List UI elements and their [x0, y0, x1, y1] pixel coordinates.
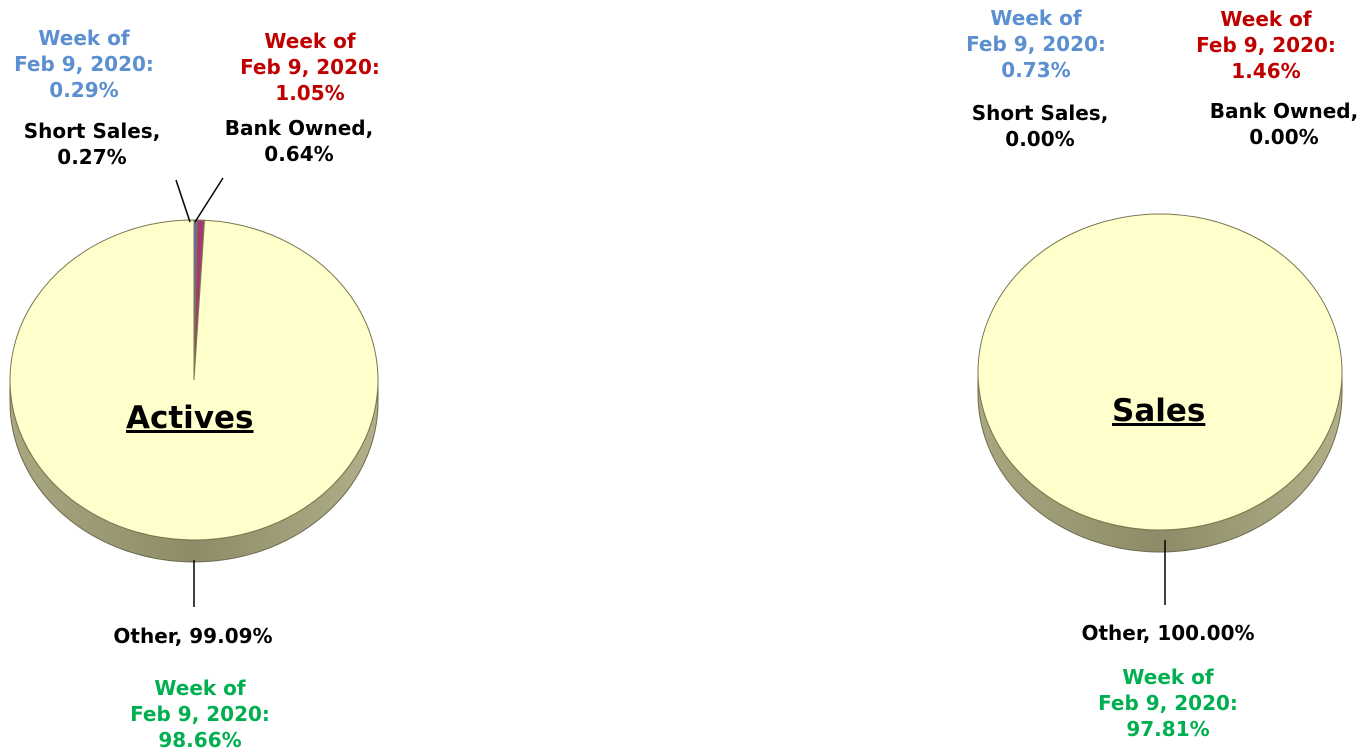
actives-short-sales-comparison: Week of Feb 9, 2020: 0.29% — [14, 26, 154, 102]
actives-title: Actives — [126, 400, 254, 436]
sales-other-label: Other, 100.00% — [1081, 621, 1255, 645]
sales-short-sales-label: Short Sales, 0.00% — [971, 101, 1109, 151]
sales-bank-owned-comparison: Week of Feb 9, 2020: 1.46% — [1196, 7, 1336, 83]
leader-lines — [175, 177, 1166, 607]
pie-slice-other — [9, 219, 379, 541]
actives-bank-owned-comparison: Week of Feb 9, 2020: 1.05% — [240, 29, 380, 105]
sales-title: Sales — [1112, 393, 1206, 429]
actives-bank-owned-label: Bank Owned, 0.64% — [224, 116, 374, 166]
sales-other-comparison: Week of Feb 9, 2020: 97.81% — [1098, 665, 1238, 741]
actives-other-comparison: Week of Feb 9, 2020: 98.66% — [130, 676, 270, 752]
actives-other-label: Other, 99.09% — [113, 624, 273, 648]
sales-bank-owned-label: Bank Owned, 0.00% — [1209, 99, 1359, 149]
actives-short-sales-label: Short Sales, 0.27% — [23, 119, 161, 169]
sales-short-sales-comparison: Week of Feb 9, 2020: 0.73% — [966, 6, 1106, 82]
pie-slice-other — [977, 213, 1343, 531]
leader-line — [175, 179, 191, 223]
leader-line — [194, 177, 224, 223]
sales-pie — [977, 213, 1343, 553]
actives-pie — [9, 219, 379, 563]
